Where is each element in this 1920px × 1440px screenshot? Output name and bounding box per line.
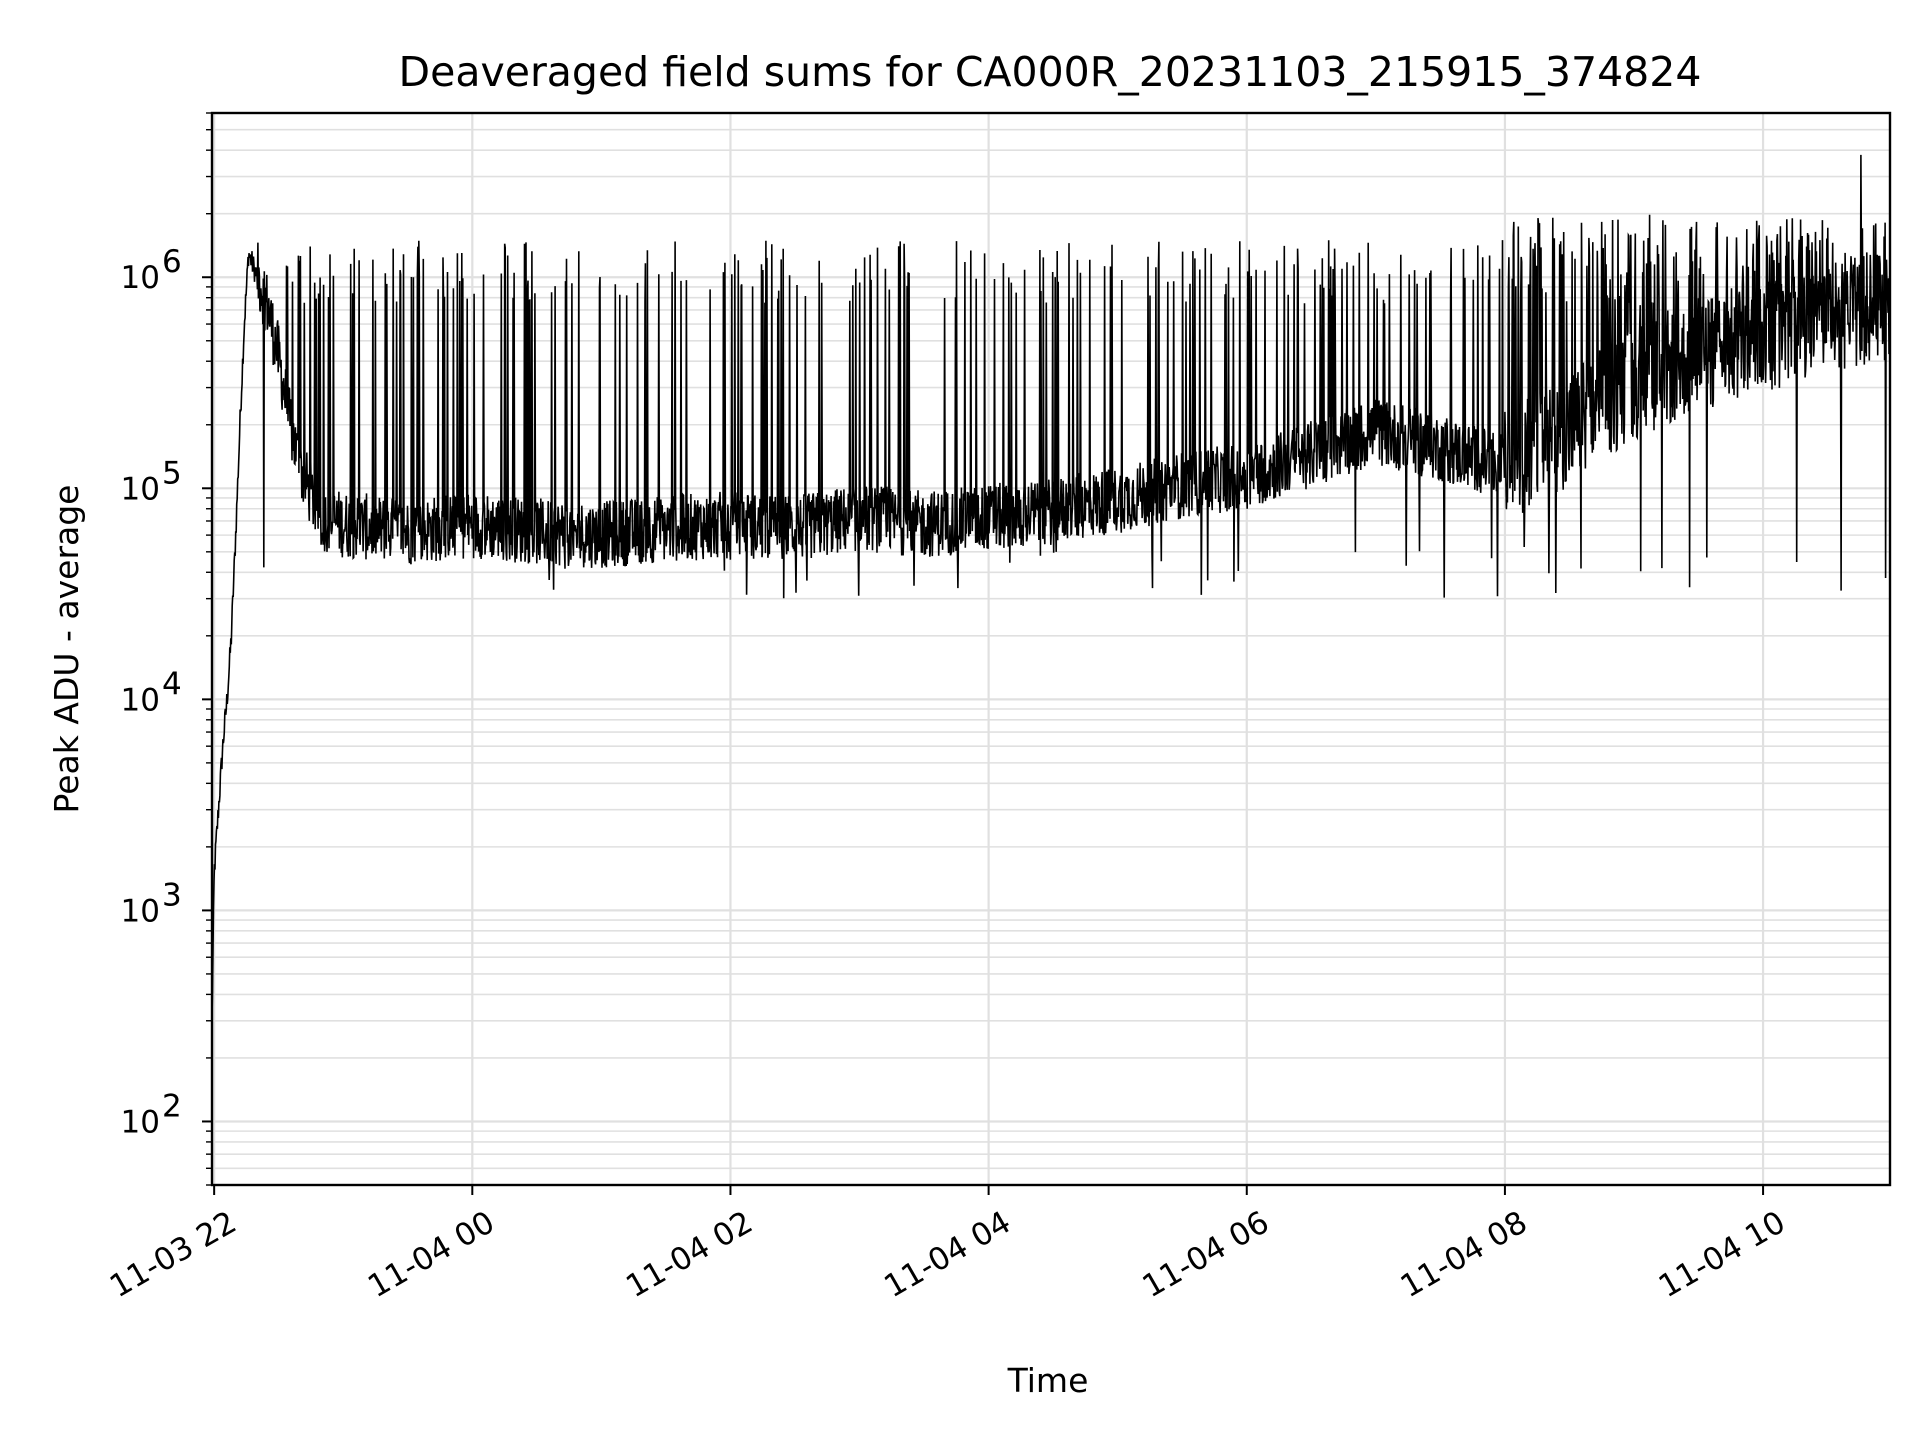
y-tick-label-exponent: 5	[162, 455, 182, 491]
axis-ticks	[202, 112, 1765, 1195]
y-tick-label-exponent: 3	[162, 877, 182, 913]
series-line	[211, 154, 1891, 1017]
y-tick-label-exponent: 6	[162, 244, 182, 280]
x-axis-title: Time	[1007, 1361, 1089, 1400]
y-tick-label-exponent: 4	[162, 666, 182, 702]
y-tick-label: 10	[121, 682, 160, 718]
y-tick-label: 10	[121, 260, 160, 296]
chart-title: Deaveraged field sums for CA000R_2023110…	[399, 48, 1702, 96]
y-axis-title: Peak ADU - average	[47, 485, 86, 814]
y-tick-label: 10	[121, 1104, 160, 1140]
y-tick-label: 10	[121, 471, 160, 507]
y-tick-label-exponent: 2	[162, 1088, 182, 1124]
plot-frame	[210, 111, 1892, 1187]
y-tick-label: 10	[121, 893, 160, 929]
